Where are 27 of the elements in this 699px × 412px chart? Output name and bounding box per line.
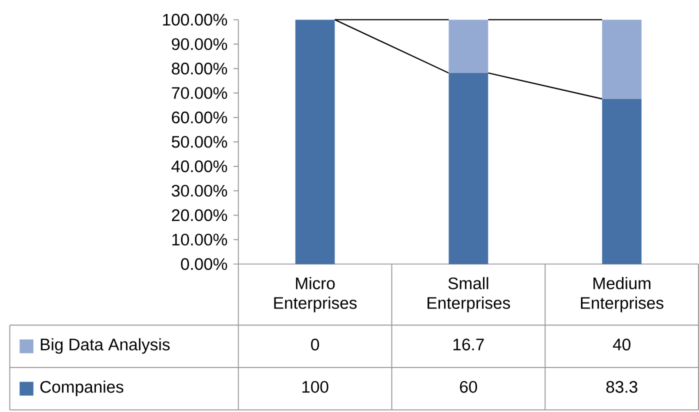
x-tick-label: Medium Enterprises [580,277,664,312]
bar [448,20,488,74]
text: 0 [311,338,320,351]
bar [602,20,642,99]
y-tick-label: 20.00% [172,209,228,222]
legend-label: Companies [40,380,124,396]
x-tick-label: Small Enterprises [428,277,510,312]
y-tick-label: 90.00% [172,38,228,50]
y-tick-label: 0.00% [181,258,228,270]
text: 60 [460,381,478,393]
y-tick-label: 70.00% [172,87,228,99]
y-tick-label: 60.00% [172,112,228,124]
text: 40 [612,338,630,351]
legend-label: Big Data Analysis [40,338,170,354]
text: 83.3 [606,381,638,393]
text: 16.7 [453,338,484,351]
y-tick-label: 40.00% [171,160,228,172]
y-tick-label: 30.00% [172,184,228,197]
bar [295,20,335,264]
y-tick-label: 50.00% [172,136,228,148]
bar [602,98,642,264]
y-tick-label: 80.00% [172,62,228,75]
text: 100 [302,381,328,393]
bar [448,73,488,264]
y-tick-label: 100.00% [163,14,228,26]
x-tick-label: Micro Enterprises [274,277,357,312]
y-tick-label: 10.00% [172,234,228,246]
